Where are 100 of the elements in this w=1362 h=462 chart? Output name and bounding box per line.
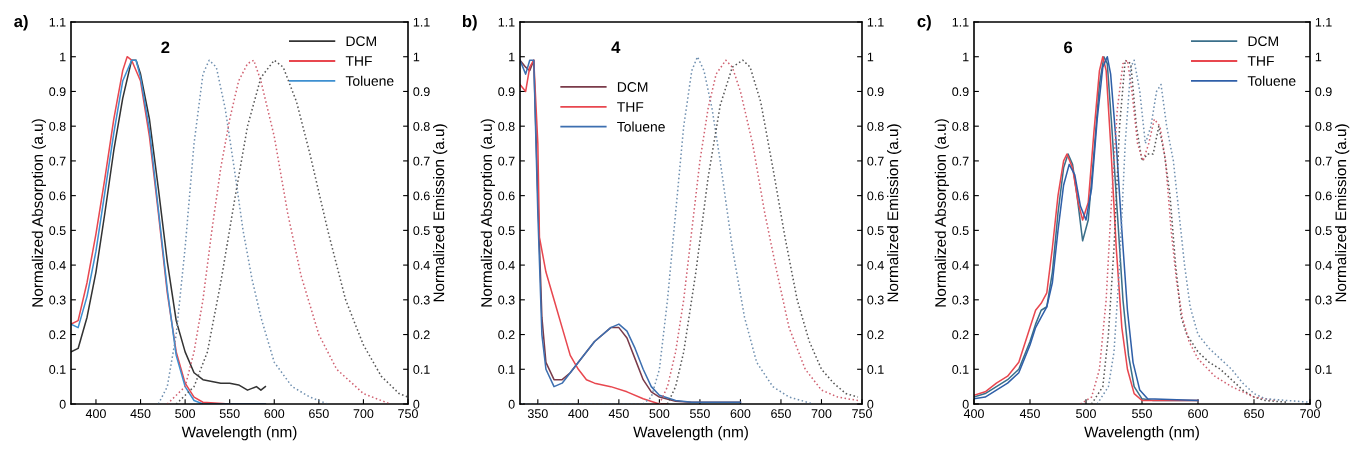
- y2-tick-label: 0.5: [1315, 226, 1332, 236]
- y-tick-label: 0.4: [49, 260, 66, 270]
- x-tick-label: 700: [811, 409, 832, 419]
- legend-label: Toluene: [617, 121, 665, 132]
- y2-tick-label: 0.4: [413, 260, 430, 270]
- y-tick-label: 0.8: [49, 121, 66, 131]
- legend-label: DCM: [1248, 36, 1278, 47]
- y-tick-label: 0: [962, 399, 969, 409]
- legend-label: DCM: [617, 82, 648, 92]
- y-axis-title: Normalized Absorption (a.u): [31, 119, 46, 307]
- x-tick-label: 700: [1300, 409, 1320, 419]
- chart-title: b): [462, 14, 477, 31]
- y2-axis-title: Normalized Emission (a.u): [1335, 124, 1350, 302]
- x-tick-label: 600: [264, 409, 285, 419]
- y2-tick-label: 0.1: [413, 365, 430, 374]
- x-tick-label: 600: [730, 409, 751, 419]
- chart-title: a): [14, 14, 28, 31]
- annotation: 4: [611, 41, 621, 54]
- y2-tick-label: 0.9: [413, 87, 430, 97]
- legend-label: DCM: [346, 36, 376, 47]
- y-tick-label: 0.1: [49, 365, 66, 374]
- y-axis-title: Normalized Absorption (a.u): [934, 119, 949, 307]
- x-tick-label: 550: [1132, 409, 1152, 419]
- y2-tick-label: 0.8: [413, 121, 430, 131]
- y2-tick-label: 1: [867, 52, 874, 62]
- annotation: 6: [1064, 41, 1073, 54]
- y-tick-label: 0.3: [49, 295, 66, 305]
- x-axis-title: Wavelength (nm): [633, 426, 748, 441]
- y2-axis-title: Normalized Emission (a.u): [887, 124, 902, 302]
- y-tick-label: 0.3: [498, 295, 515, 305]
- y2-tick-label: 1.1: [413, 17, 430, 27]
- y2-tick-label: 0.8: [1315, 121, 1332, 131]
- y2-tick-label: 0.6: [1315, 191, 1332, 201]
- y-tick-label: 0: [59, 399, 66, 409]
- x-tick-label: 750: [852, 409, 872, 419]
- x-tick-label: 500: [175, 409, 196, 419]
- x-tick-label: 550: [219, 409, 240, 419]
- y-tick-label: 0.2: [49, 330, 66, 340]
- x-tick-label: 600: [1188, 409, 1208, 419]
- y2-tick-label: 0.7: [413, 156, 430, 166]
- y-tick-label: 0.9: [498, 87, 515, 97]
- x-tick-label: 500: [649, 409, 670, 419]
- y2-tick-label: 0.8: [867, 121, 884, 131]
- y2-axis-title: Normalized Emission (a.u): [433, 124, 448, 302]
- y-tick-label: 0.4: [952, 260, 969, 270]
- y-tick-label: 0.2: [952, 330, 969, 340]
- y-tick-label: 1.1: [498, 17, 515, 27]
- y2-tick-label: 0.4: [1315, 260, 1332, 270]
- y2-tick-label: 0.3: [867, 295, 884, 305]
- y2-tick-label: 0.5: [413, 226, 430, 236]
- y-tick-label: 0.1: [952, 365, 969, 374]
- line-series: [974, 55, 1199, 402]
- x-tick-label: 350: [527, 409, 548, 419]
- y2-tick-label: 0: [1315, 399, 1322, 409]
- y2-tick-label: 0.7: [867, 156, 884, 166]
- y-tick-label: 0.7: [49, 156, 66, 166]
- x-tick-label: 650: [1244, 409, 1264, 419]
- y-tick-label: 0.6: [952, 191, 969, 201]
- y-tick-label: 0: [508, 399, 515, 409]
- x-tick-label: 450: [130, 409, 151, 419]
- x-tick-label: 400: [568, 409, 589, 419]
- y2-tick-label: 0.1: [1315, 365, 1332, 374]
- y2-tick-label: 0.9: [1315, 87, 1332, 97]
- y2-tick-label: 0.2: [1315, 330, 1332, 340]
- x-axis-title: Wavelength (nm): [181, 426, 297, 441]
- y2-tick-label: 0.1: [867, 365, 884, 374]
- y-tick-label: 0.8: [498, 121, 515, 131]
- y2-tick-label: 0: [867, 399, 874, 409]
- y2-tick-label: 1.1: [867, 17, 884, 27]
- y2-tick-label: 0.2: [867, 330, 884, 340]
- y-tick-label: 0.5: [498, 226, 515, 236]
- y-tick-label: 0.5: [952, 226, 969, 236]
- y-tick-label: 1.1: [49, 17, 66, 27]
- y2-tick-label: 0: [413, 399, 420, 409]
- chart-title: c): [917, 14, 931, 31]
- x-tick-label: 400: [963, 409, 984, 419]
- y-tick-label: 0.9: [49, 87, 66, 97]
- x-tick-label: 450: [1019, 409, 1040, 419]
- legend-label: Toluene: [1247, 75, 1296, 86]
- y-tick-label: 0.8: [952, 121, 969, 131]
- x-tick-label: 400: [85, 409, 106, 419]
- y-tick-label: 0.9: [952, 87, 969, 97]
- x-tick-label: 500: [1076, 409, 1096, 419]
- annotation: 2: [161, 41, 170, 54]
- y-tick-label: 0.5: [49, 226, 66, 236]
- y2-tick-label: 0.9: [867, 87, 884, 97]
- x-axis-title: Wavelength (nm): [1084, 426, 1199, 441]
- x-tick-label: 550: [689, 409, 710, 419]
- y2-tick-label: 1.1: [1315, 17, 1332, 27]
- y2-tick-label: 1: [1315, 52, 1322, 62]
- legend-label: THF: [617, 102, 644, 112]
- y2-tick-label: 0.6: [413, 191, 430, 201]
- x-tick-label: 750: [398, 409, 418, 419]
- y2-tick-label: 0.2: [413, 330, 430, 340]
- y-tick-label: 1: [60, 52, 66, 62]
- y2-tick-label: 0.7: [1315, 156, 1332, 166]
- y2-tick-label: 0.5: [867, 226, 884, 236]
- legend-label: THF: [345, 56, 372, 66]
- y-tick-label: 0.7: [952, 156, 969, 166]
- y2-tick-label: 0.3: [1315, 295, 1332, 305]
